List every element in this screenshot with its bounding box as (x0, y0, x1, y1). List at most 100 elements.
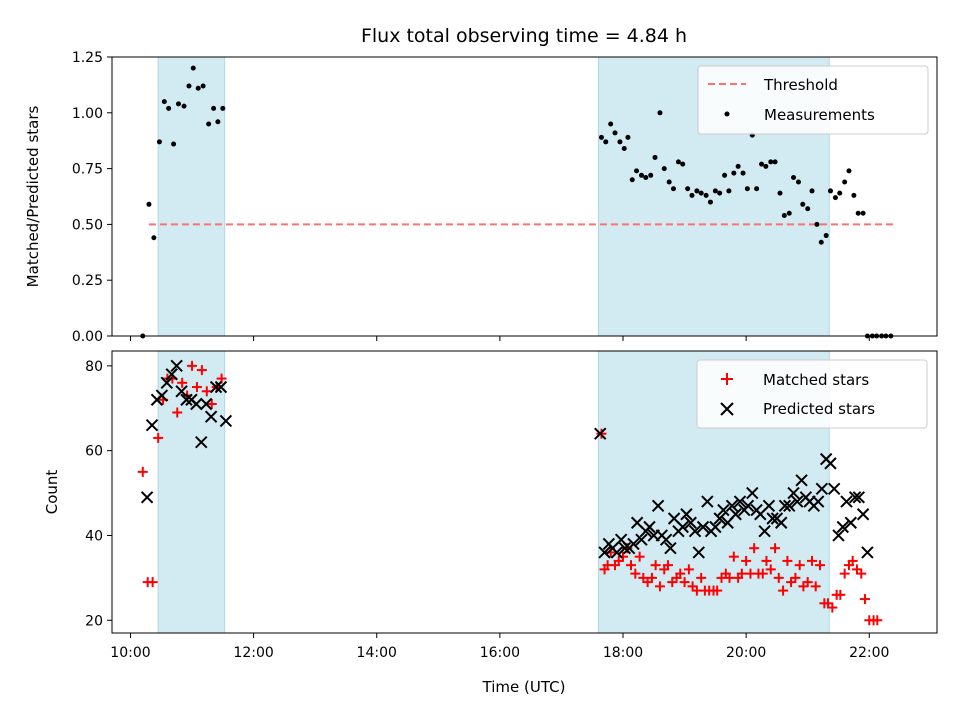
matched-stars-point (802, 577, 813, 588)
measurement-point (712, 188, 718, 194)
measurement-point (175, 101, 181, 107)
legend-predicted-label: Predicted stars (763, 400, 875, 418)
predicted-stars-point (811, 495, 825, 508)
legend-threshold-label: Threshold (763, 76, 838, 94)
measurement-point (731, 170, 737, 176)
predicted-stars-point (696, 520, 710, 534)
matched-stars-point (728, 551, 739, 562)
predicted-stars-point (832, 529, 845, 542)
measurement-point (190, 65, 196, 71)
top-y-axis-label: Matched/Predicted stars (24, 106, 42, 288)
matched-stars-point (696, 572, 707, 583)
matched-stars-point (662, 560, 673, 571)
y-tick-label: 0.75 (72, 162, 103, 178)
matched-stars-point (872, 615, 883, 626)
measurement-point (842, 179, 848, 185)
matched-stars-point (815, 560, 826, 571)
observing-window-1 (157, 350, 226, 634)
measurement-point (707, 199, 713, 205)
measurement-point (744, 186, 750, 192)
measurement-point (809, 188, 815, 194)
y-tick-label: 0.50 (72, 217, 103, 233)
measurement-point (837, 190, 843, 196)
measurement-point (717, 190, 723, 196)
measurement-point (161, 99, 167, 105)
measurement-point (156, 139, 162, 145)
predicted-stars-point (852, 491, 866, 504)
measurement-point (670, 186, 676, 192)
predicted-stars-point (766, 512, 779, 525)
measurement-point (603, 139, 609, 145)
matched-stars-point (191, 382, 202, 393)
top-legend-box (697, 65, 929, 135)
measurement-point (612, 130, 618, 136)
predicted-stars-point (643, 520, 656, 534)
matched-stars-point (724, 572, 735, 583)
top-x-ticks (129, 336, 870, 341)
matched-stars-point (634, 551, 645, 562)
matched-stars-point (782, 555, 793, 566)
predicted-stars-point (791, 495, 804, 508)
x-tick-label: 18:00 (603, 645, 643, 661)
measurement-point (740, 170, 746, 176)
predicted-stars-point (741, 499, 755, 512)
predicted-stars-point (598, 546, 611, 559)
measurement-point (703, 192, 709, 198)
measurement-point (851, 192, 857, 198)
predicted-stars-point (844, 516, 858, 529)
y-tick-label: 60 (85, 444, 103, 460)
predicted-stars-point (160, 376, 174, 390)
bottom-legend: Matched stars Predicted stars (696, 359, 928, 429)
predicted-stars-point (219, 414, 233, 428)
matched-stars-point (630, 568, 641, 579)
x-tick-label: 22:00 (849, 645, 889, 661)
measurement-point (675, 159, 681, 165)
measurement-point (689, 192, 695, 198)
predicted-stars-point (199, 397, 213, 411)
matched-stars-point (654, 581, 665, 592)
measurement-point (171, 141, 177, 147)
predicted-stars-point (676, 520, 689, 534)
matched-stars-point (177, 377, 188, 388)
legend-matched-label: Matched stars (763, 371, 869, 389)
predicted-stars-point (717, 503, 730, 517)
legend-measurements-swatch (724, 111, 730, 117)
y-tick-label: 0.00 (72, 329, 103, 345)
predicted-stars-point (815, 482, 829, 496)
predicted-stars-point (775, 516, 788, 529)
matched-stars-point (741, 555, 752, 566)
matched-stars-point (172, 407, 183, 418)
predicted-stars-point (627, 537, 640, 551)
predicted-stars-point (610, 546, 624, 559)
matched-stars-point (736, 568, 747, 579)
y-tick-label: 80 (85, 359, 103, 375)
matched-stars-point (675, 568, 686, 579)
predicted-stars-point (635, 533, 648, 546)
measurement-point (722, 172, 728, 178)
predicted-stars-point (180, 393, 193, 406)
measurement-point (680, 161, 686, 167)
measurement-point (166, 105, 172, 111)
measurement-point (791, 175, 797, 181)
predicted-stars-point (195, 435, 208, 449)
count-panel: 20 40 60 80 10:00 12:00 14:00 16:00 18:00 20:00 2… (43, 350, 938, 696)
predicted-stars-point (688, 525, 702, 538)
x-tick-label: 12:00 (233, 645, 273, 661)
x-tick-label: 20:00 (726, 645, 766, 661)
matched-stars-point (749, 543, 760, 554)
matched-stars-point (770, 543, 781, 554)
matched-stars-point (712, 585, 723, 596)
predicted-stars-point (594, 427, 607, 440)
bottom-y-ticks: 20 40 60 80 (85, 359, 112, 629)
matched-stars-point (757, 568, 768, 579)
predicted-stars-point (762, 499, 776, 512)
measurement-point (818, 239, 824, 245)
measurement-point (855, 210, 861, 216)
matched-stars-point (827, 602, 838, 613)
matched-stars-point (778, 585, 789, 596)
matched-stars-point (153, 432, 164, 443)
measurement-point (648, 172, 654, 178)
matched-stars-point (206, 399, 217, 410)
predicted-stars-point (840, 495, 853, 508)
